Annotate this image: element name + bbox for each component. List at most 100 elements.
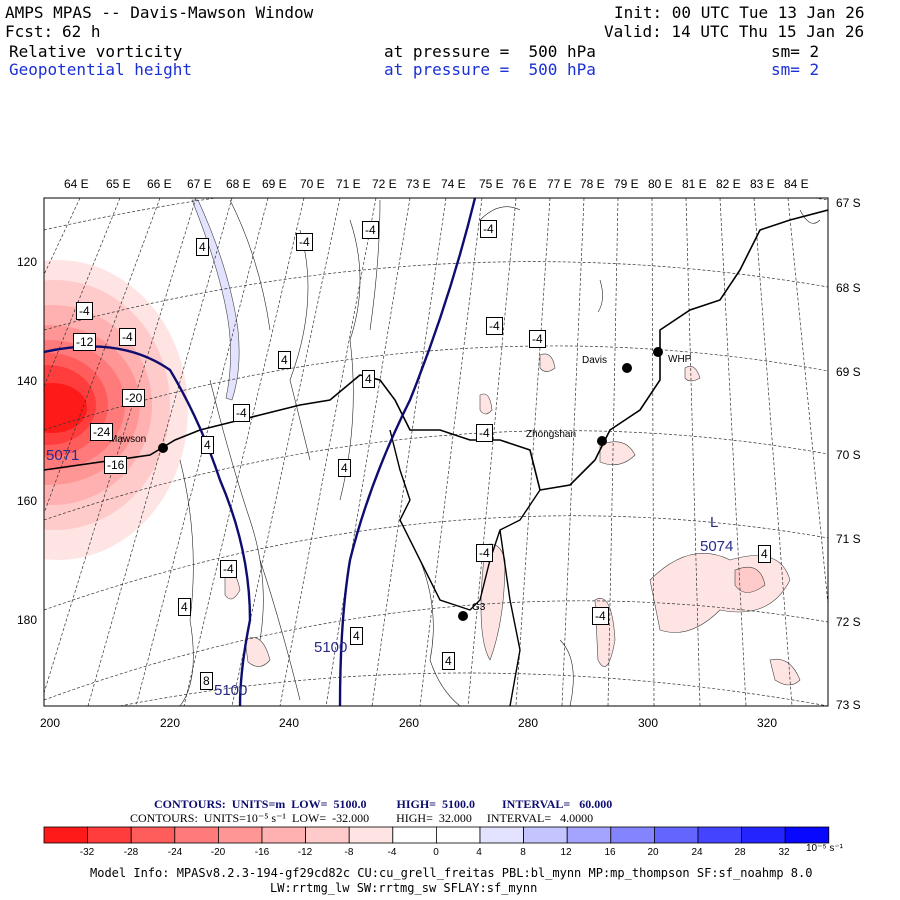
colorbar-label: 16 (604, 847, 616, 858)
lon-label: 72 E (372, 177, 397, 191)
lat-label: 67 S (836, 196, 861, 210)
lon-label: 67 E (187, 177, 212, 191)
model-info: Model Info: MPASv8.2.3-194-gf29cd82c CU:… (90, 866, 813, 880)
field1-level: at pressure = 500 hPa (384, 42, 596, 61)
station-dot-whp (653, 347, 663, 357)
contour-label: -4 (486, 317, 503, 335)
colorbar-swatch (741, 826, 786, 844)
colorbar-label: 0 (433, 847, 439, 858)
colorbar-label: 28 (734, 847, 746, 858)
x-label: 220 (160, 716, 181, 730)
colorbar-label: -28 (123, 847, 139, 858)
height-contours (44, 198, 477, 706)
model-info-line2: LW:rrtmg_lw SW:rrtmg_sw SFLAY:sf_mynn (270, 881, 538, 895)
lon-label: 83 E (750, 177, 775, 191)
contour-label: -16 (104, 456, 128, 474)
colorbar-swatch (305, 826, 350, 844)
lat-label: 73 S (836, 698, 861, 712)
colorbar-swatch (43, 826, 88, 844)
lat-label: 70 S (836, 448, 861, 462)
contour-label: 4 (178, 598, 191, 616)
colorbar-swatch (566, 826, 612, 844)
lon-label: 68 E (226, 177, 251, 191)
contour-label: -20 (122, 389, 146, 407)
x-label: 200 (40, 716, 61, 730)
lon-label: 70 E (300, 177, 325, 191)
lon-label: 81 E (682, 177, 707, 191)
contour-label: -24 (90, 423, 114, 441)
lat-label: 69 S (836, 365, 861, 379)
lon-label: 69 E (262, 177, 287, 191)
lon-label: 66 E (147, 177, 172, 191)
ice-shelf-outline (389, 429, 541, 706)
init-time: Init: 00 UTC Tue 13 Jan 26 (614, 3, 865, 22)
station-dot-g3 (458, 611, 468, 621)
vorticity-contours (179, 199, 821, 706)
colorbar-label: -4 (387, 847, 397, 858)
y-label: 140 (17, 374, 38, 388)
colorbar-label: 20 (647, 847, 659, 858)
lat-lon-grid (44, 198, 828, 706)
lon-label: 79 E (614, 177, 639, 191)
contour-label: -4 (76, 302, 93, 320)
station-davis: Davis (582, 355, 608, 366)
lat-label: 68 S (836, 281, 861, 295)
contour-label: 4 (758, 545, 771, 563)
contour-label: -12 (73, 333, 97, 351)
height-label: 5100 (314, 639, 348, 656)
contour-label: -4 (220, 560, 237, 578)
station-g3: G3 (472, 602, 486, 613)
x-label: 320 (757, 716, 778, 730)
station-whp: WHP (668, 354, 692, 365)
low-marker: L (710, 514, 719, 531)
station-zhongshan: Zhongshan (526, 429, 577, 440)
lon-label: 74 E (441, 177, 466, 191)
x-label: 240 (279, 716, 300, 730)
contour-label: -4 (592, 607, 609, 625)
map-title: AMPS MPAS -- Davis-Mawson Window (5, 3, 314, 22)
colorbar-label: 4 (476, 847, 482, 858)
lon-label: 78 E (580, 177, 605, 191)
vorticity-positive-region (44, 260, 188, 560)
lon-label: 71 E (336, 177, 361, 191)
contour-label: 4 (201, 436, 214, 454)
y-label: 180 (17, 613, 38, 627)
colorbar-swatch (130, 826, 176, 844)
station-dot-zhongshan (597, 436, 607, 446)
colorbar-swatch (654, 826, 699, 844)
colorbar-label: -8 (344, 847, 354, 858)
y-label: 160 (17, 494, 38, 508)
lon-label: 73 E (406, 177, 431, 191)
colorbar-swatch (784, 826, 830, 844)
legend-height-contours: CONTOURS: UNITS=m LOW= 5100.0 HIGH= 5100… (154, 797, 613, 811)
colorbar-swatch (479, 826, 524, 844)
colorbar-swatch (261, 826, 306, 844)
lon-label: 65 E (106, 177, 131, 191)
height-label: 5100 (214, 682, 248, 699)
field1-name: Relative vorticity (9, 42, 183, 61)
forecast-value: 62 h (62, 22, 101, 41)
contour-label: -4 (233, 404, 250, 422)
contour-label: -4 (296, 233, 313, 251)
x-label: 280 (518, 716, 539, 730)
x-label: 300 (638, 716, 659, 730)
coastline (44, 209, 828, 491)
height-label: 5074 (700, 538, 734, 555)
forecast-label: Fcst: (5, 22, 54, 41)
lon-label: 80 E (648, 177, 673, 191)
contour-label: -4 (476, 424, 493, 442)
station-dot-davis (622, 363, 632, 373)
colorbar-swatch (435, 826, 481, 844)
contour-label: 4 (196, 238, 209, 256)
contour-label: -4 (119, 328, 136, 346)
station-mawson: Mawson (109, 434, 147, 445)
station-markers (158, 347, 663, 621)
contour-label: -4 (480, 220, 497, 238)
lon-label: 77 E (547, 177, 572, 191)
station-dot-mawson (158, 443, 168, 453)
contour-label: 4 (278, 351, 291, 369)
colorbar-label: 32 (778, 847, 790, 858)
colorbar-swatch (392, 826, 437, 844)
field1-smoothing: sm= 2 (771, 42, 820, 61)
